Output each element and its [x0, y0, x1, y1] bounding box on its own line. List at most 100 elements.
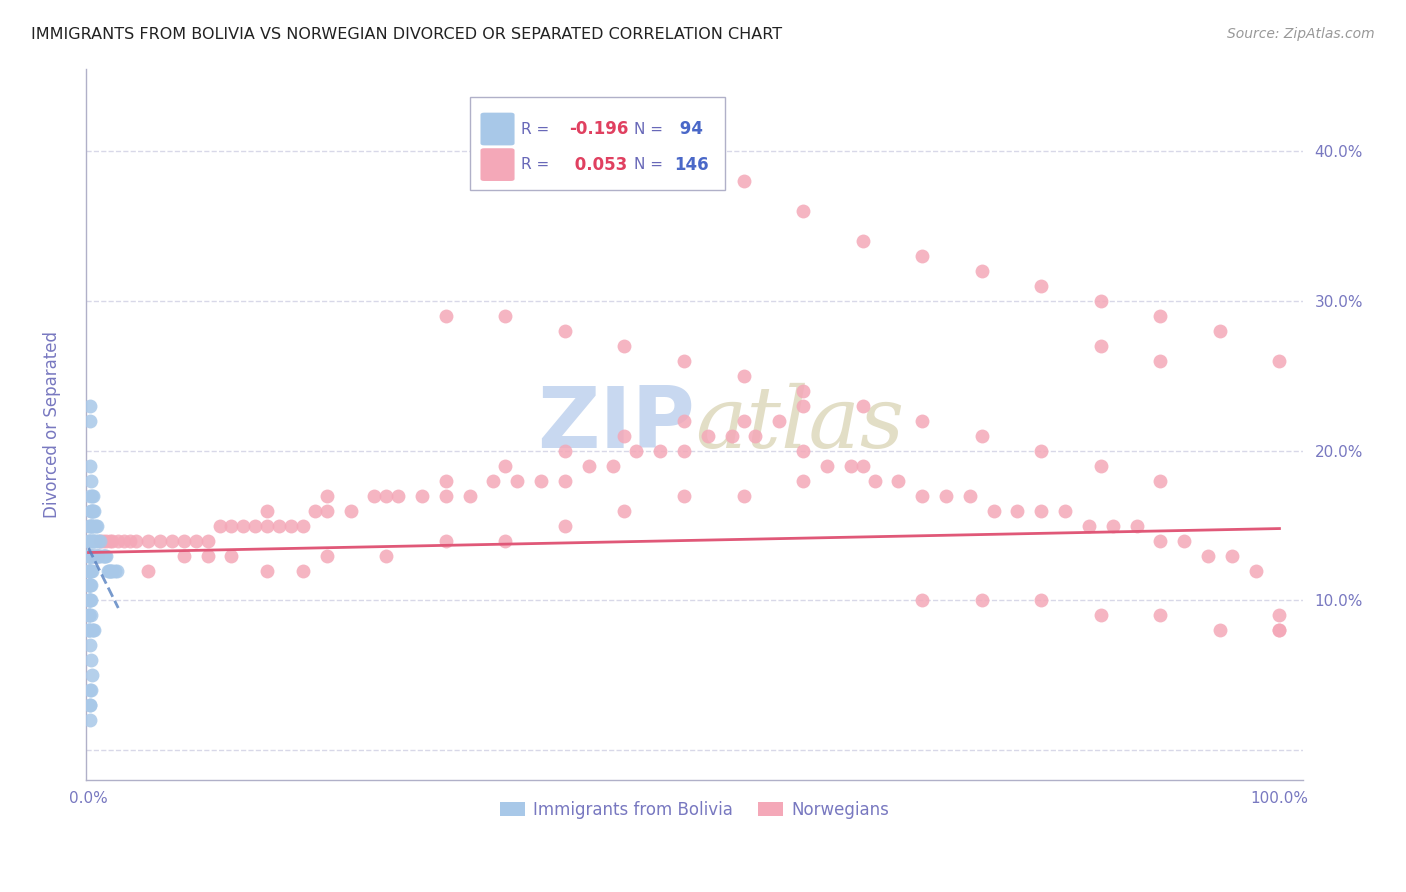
Point [79, 489, 101, 503]
Point [696, 428, 718, 442]
Point [77, 593, 100, 607]
Point [208, 518, 231, 533]
Text: N =: N = [634, 121, 668, 136]
Point [97, 564, 120, 578]
Point [613, 503, 636, 517]
Point [434, 533, 457, 548]
Point [494, 309, 516, 323]
Point [79, 714, 101, 728]
Point [1149, 474, 1171, 488]
Point [77, 624, 100, 638]
Point [1268, 353, 1291, 368]
Point [1090, 293, 1112, 308]
Point [911, 249, 934, 263]
Point [77, 608, 100, 623]
Point [602, 458, 624, 473]
Point [77, 564, 100, 578]
Point [83, 533, 105, 548]
Point [77, 549, 100, 563]
Point [77, 564, 100, 578]
Point [613, 339, 636, 353]
Point [792, 384, 814, 398]
Point [494, 458, 516, 473]
Text: -0.196: -0.196 [569, 120, 628, 138]
Point [315, 503, 337, 517]
Point [911, 489, 934, 503]
Point [80, 578, 103, 592]
Text: IMMIGRANTS FROM BOLIVIA VS NORWEGIAN DIVORCED OR SEPARATED CORRELATION CHART: IMMIGRANTS FROM BOLIVIA VS NORWEGIAN DIV… [31, 27, 782, 42]
Point [983, 503, 1005, 517]
Point [107, 533, 129, 548]
Point [77, 533, 100, 548]
Point [1173, 533, 1195, 548]
Point [105, 564, 128, 578]
Point [79, 593, 101, 607]
Point [87, 549, 110, 563]
Point [79, 593, 101, 607]
Point [245, 518, 267, 533]
Text: 94: 94 [673, 120, 703, 138]
Point [613, 428, 636, 442]
Point [626, 443, 648, 458]
Point [434, 309, 457, 323]
Point [86, 549, 108, 563]
Point [363, 489, 385, 503]
Point [101, 533, 124, 548]
Point [1054, 503, 1077, 517]
Point [80, 503, 103, 517]
Point [434, 489, 457, 503]
Point [136, 533, 159, 548]
Point [1031, 278, 1053, 293]
Text: N =: N = [634, 157, 668, 172]
Point [80, 608, 103, 623]
Point [104, 564, 127, 578]
Point [375, 489, 398, 503]
Point [79, 698, 101, 713]
Point [304, 503, 326, 517]
Point [672, 353, 695, 368]
Point [768, 414, 790, 428]
Point [149, 533, 172, 548]
Point [375, 549, 398, 563]
Point [77, 608, 100, 623]
Point [852, 458, 875, 473]
Point [77, 578, 100, 592]
Point [80, 593, 103, 607]
Point [1031, 443, 1053, 458]
Point [83, 549, 105, 563]
Point [1268, 624, 1291, 638]
Point [77, 608, 100, 623]
Point [672, 443, 695, 458]
Point [911, 593, 934, 607]
Point [1209, 624, 1232, 638]
Text: R =: R = [520, 121, 554, 136]
Point [672, 489, 695, 503]
Point [315, 489, 337, 503]
Point [80, 549, 103, 563]
Point [1077, 518, 1099, 533]
Point [494, 533, 516, 548]
Point [1149, 353, 1171, 368]
Point [98, 564, 121, 578]
Point [91, 533, 114, 548]
Point [80, 564, 103, 578]
Point [1268, 608, 1291, 623]
Point [89, 549, 111, 563]
Text: atlas: atlas [695, 383, 904, 466]
Point [79, 578, 101, 592]
Point [77, 518, 100, 533]
Point [77, 549, 100, 563]
Point [911, 414, 934, 428]
Point [232, 518, 254, 533]
Point [79, 639, 101, 653]
Point [77, 533, 100, 548]
Point [77, 578, 100, 592]
Point [83, 518, 105, 533]
Point [80, 683, 103, 698]
FancyBboxPatch shape [481, 148, 515, 181]
Point [1209, 324, 1232, 338]
Point [96, 564, 118, 578]
Point [77, 549, 100, 563]
Point [839, 458, 862, 473]
Point [554, 474, 576, 488]
